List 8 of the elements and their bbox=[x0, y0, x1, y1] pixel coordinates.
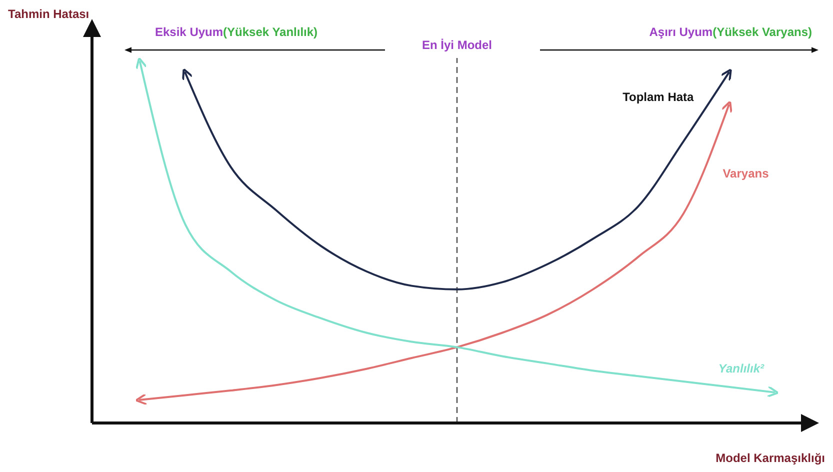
series-label: Toplam Hata bbox=[622, 90, 694, 104]
text: Eksik Uyum(Yüksek Yanlılık) bbox=[155, 25, 318, 39]
text: En İyi Model bbox=[422, 38, 492, 52]
series-label: Yanlılık² bbox=[718, 361, 765, 376]
text: Aşırı Uyum(Yüksek Varyans) bbox=[649, 25, 812, 39]
y-axis-title: Tahmin Hatası bbox=[8, 7, 90, 21]
x-axis-title: Model Karmaşıklığı bbox=[716, 451, 825, 465]
series-label: Varyans bbox=[722, 166, 770, 180]
